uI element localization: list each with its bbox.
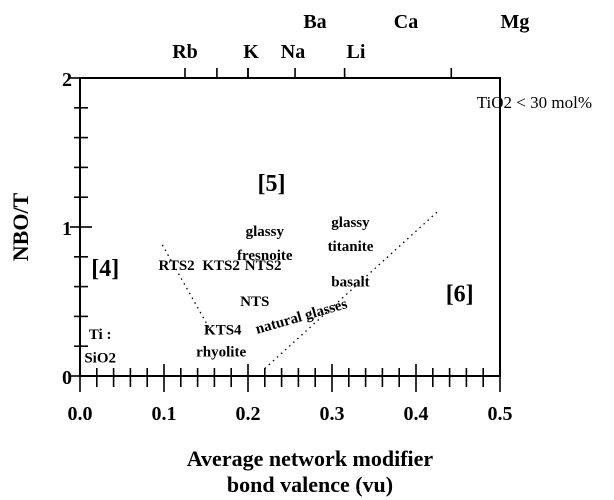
axis-ticks [70,68,501,392]
region-label: [6] [446,282,474,308]
x-tick-label: 0.4 [404,403,429,425]
top-axis-element: K [243,41,259,63]
x-tick-label: 0.3 [320,403,345,425]
tio2-note: TiO2 < 30 mol% [477,93,592,112]
top-axis-element: Mg [501,11,530,33]
annotation-label: KTS2 [202,258,240,274]
top-axis-element: Na [281,41,305,63]
annotation-label: SiO2 [84,351,116,367]
x-tick-label: 0.2 [236,403,261,425]
annotation-label: NTS2 [245,258,282,274]
y-tick-label: 2 [62,69,72,91]
y-tick-label: 0 [62,367,72,389]
annotation-label: RTS2 [159,258,195,274]
annotation-label: basalt [331,275,369,291]
x-axis-title: Average network modifier [187,446,434,471]
y-tick-label: 1 [62,218,72,240]
region-label: [4] [91,256,119,282]
dotted-boundary-line [161,244,214,335]
annotation-label: Ti : [89,327,112,343]
annotation-label: glassy [246,224,285,240]
tio2-note-text: TiO2 < 30 mol% [477,93,592,112]
x-tick-label: 0.5 [488,403,513,425]
annotation-label: fresnoite [237,248,293,264]
x-tick-label: 0.0 [68,403,93,425]
plot-frame [79,77,501,377]
dotted-boundary-line [264,211,438,370]
x-tick-label: 0.1 [152,403,177,425]
annotation-label: rhyolite [196,345,246,361]
top-axis-element: Ca [394,11,418,33]
y-axis-title: NBO/T [8,192,33,261]
chart-marks: [4] [5] [6] RTS2 KTS2 NTS2 NTS KTS4 rhyolite glas… [84,171,474,370]
annotation-label: titanite [328,239,374,255]
x-axis-title-line2: bond valence (vu) [227,472,393,497]
top-axis-element: Ba [303,11,326,33]
top-axis-element: Li [347,41,366,63]
annotation-label: NTS [240,294,269,310]
annotation-label: glassy [331,215,370,231]
annotation-label: KTS4 [204,322,242,338]
top-axis-element: Rb [172,41,198,63]
region-label: [5] [258,171,286,197]
